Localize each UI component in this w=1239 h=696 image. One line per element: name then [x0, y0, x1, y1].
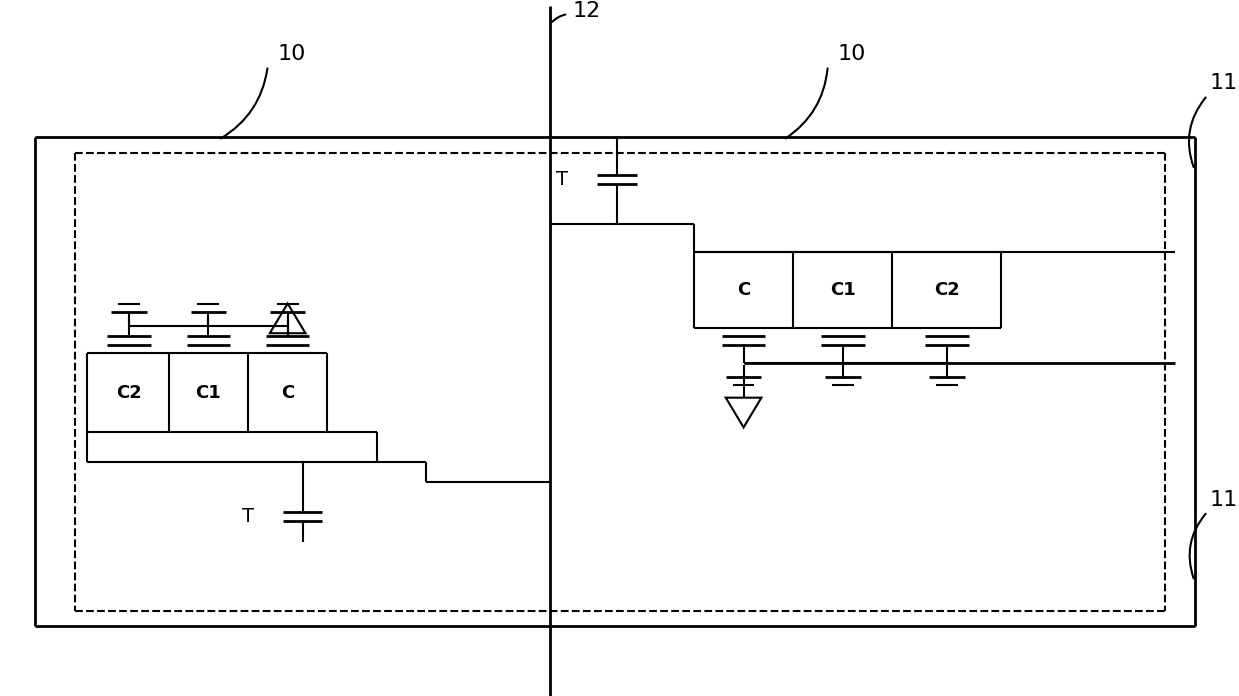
Text: 10: 10: [838, 44, 866, 64]
Text: 10: 10: [278, 44, 306, 64]
Text: 12: 12: [572, 1, 601, 21]
Text: C: C: [737, 280, 750, 299]
Text: C1: C1: [196, 383, 222, 402]
Text: T: T: [556, 170, 569, 189]
Text: 11: 11: [1209, 74, 1238, 93]
Text: C: C: [281, 383, 295, 402]
Text: T: T: [242, 507, 254, 526]
Text: C1: C1: [830, 280, 856, 299]
Text: C2: C2: [934, 280, 960, 299]
Text: C2: C2: [116, 383, 142, 402]
Text: 11: 11: [1209, 490, 1238, 509]
